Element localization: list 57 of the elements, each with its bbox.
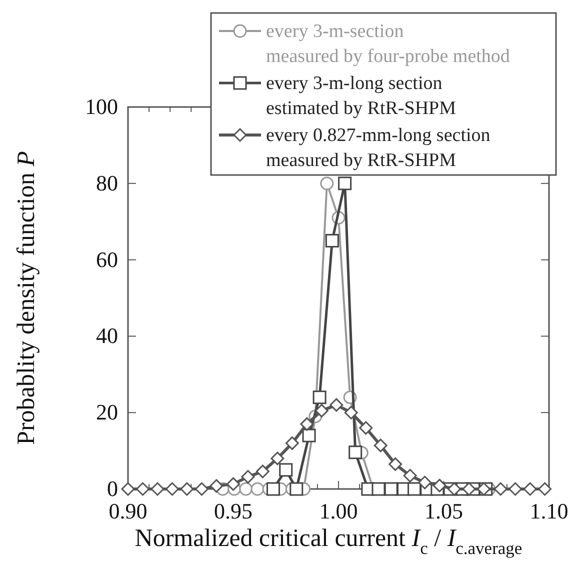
point <box>194 482 208 496</box>
y-tick-label: 0 <box>107 476 118 502</box>
point <box>290 482 304 496</box>
y-tick-label: 100 <box>85 94 118 120</box>
point <box>279 463 293 477</box>
point <box>250 482 264 496</box>
point <box>348 446 362 460</box>
legend-label: every 0.827-mm-long section measured by RtR-SHPM <box>266 125 491 171</box>
point <box>165 482 179 496</box>
point <box>330 398 344 412</box>
point <box>388 457 402 471</box>
point <box>226 477 240 491</box>
point <box>302 428 316 442</box>
y-tick-label: 80 <box>96 170 118 196</box>
point <box>462 482 476 496</box>
point <box>418 476 432 490</box>
point <box>239 482 253 496</box>
point <box>384 482 398 496</box>
legend-label: every 3-m-section measured by four-probe method <box>266 21 510 67</box>
point <box>344 406 358 420</box>
point <box>374 438 388 452</box>
y-axis-title: Probablity density function P <box>13 151 40 445</box>
x-tick-label: 0.95 <box>214 498 252 524</box>
point <box>150 482 164 496</box>
x-tick-label: 1.10 <box>530 498 568 524</box>
y-tick-label: 20 <box>96 400 118 425</box>
point <box>256 464 270 478</box>
point <box>359 421 373 435</box>
point <box>241 470 255 484</box>
point <box>538 482 552 496</box>
point <box>180 482 194 496</box>
point <box>408 482 422 496</box>
point <box>403 468 417 482</box>
point <box>508 482 522 496</box>
point <box>300 417 314 431</box>
x-tick-label: 1.05 <box>424 498 463 524</box>
x-tick-label: 1.00 <box>319 498 358 524</box>
point <box>314 404 328 418</box>
point <box>285 436 299 450</box>
point <box>312 390 326 404</box>
point <box>121 482 135 496</box>
x-tick-label: 0.90 <box>108 498 148 524</box>
point <box>266 482 280 496</box>
point <box>320 176 334 190</box>
point <box>432 478 446 492</box>
point <box>476 482 490 496</box>
point <box>372 482 386 496</box>
y-tick-label: 60 <box>96 246 118 272</box>
point <box>325 234 339 248</box>
point <box>210 479 224 493</box>
point <box>136 482 150 496</box>
x-axis-title: Normalized critical current I$_{c}$ / I$_{c.average}$ <box>134 525 522 558</box>
point <box>523 482 537 496</box>
point <box>338 176 352 190</box>
point <box>494 482 508 496</box>
y-tick-label: 40 <box>96 323 118 348</box>
point <box>270 452 284 466</box>
